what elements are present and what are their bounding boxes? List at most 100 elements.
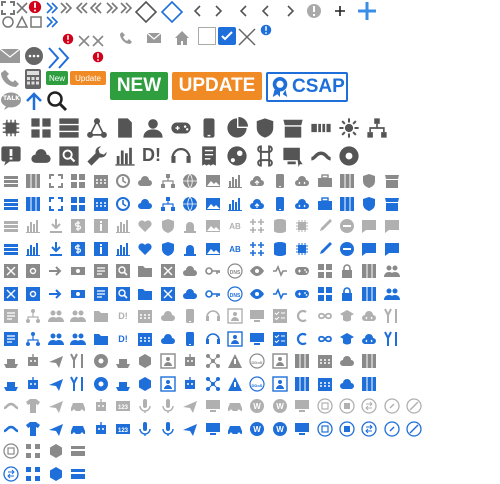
svg-text:123: 123 — [118, 405, 129, 411]
cloud-icon — [160, 331, 176, 347]
svg-text:123: 123 — [118, 428, 129, 434]
chart-icon — [115, 241, 131, 257]
circle-link-icon — [384, 398, 400, 414]
cloud-code-icon — [294, 196, 310, 212]
calendar-icon — [93, 196, 109, 212]
robot-icon — [93, 421, 109, 437]
double-chevron-right-grey-icon[interactable] — [58, 0, 74, 16]
tshirt-icon — [25, 398, 41, 414]
chevron-left-2-icon[interactable] — [236, 3, 252, 19]
close-2-icon[interactable] — [76, 33, 92, 49]
circle-grid-icon — [3, 443, 19, 459]
tree-icon — [25, 331, 41, 347]
dollar-text-icon: D! — [115, 308, 131, 324]
new-small-badge: New — [46, 71, 68, 85]
ddos-icon: DDoS — [249, 375, 265, 392]
robot-icon — [182, 376, 198, 392]
cloud-code-icon — [361, 308, 377, 324]
square-x-icon — [3, 263, 19, 279]
double-chevron-right-large-icon[interactable] — [46, 46, 72, 70]
robot-icon — [182, 353, 198, 369]
double-chevron-left-2-icon[interactable] — [88, 0, 104, 16]
close-large-icon[interactable] — [237, 27, 257, 47]
car-icon — [70, 398, 86, 414]
shield-icon — [361, 173, 377, 189]
cloud-code-icon — [294, 173, 310, 189]
triangle-alert-icon — [227, 376, 243, 392]
double-chevron-left-icon[interactable] — [74, 0, 90, 16]
mic-icon — [137, 398, 153, 414]
wave-icon — [3, 398, 19, 414]
circle-block-icon — [406, 420, 422, 437]
phone-icon — [118, 30, 134, 46]
shield-icon — [361, 196, 377, 212]
hierarchy-icon — [160, 173, 176, 189]
nodes-icon — [205, 376, 221, 392]
mic-icon — [160, 421, 176, 437]
globe-icon — [182, 196, 198, 212]
info-grey-icon — [306, 3, 322, 19]
database-icon — [272, 241, 288, 257]
info-blue-icon — [260, 24, 272, 36]
home-icon[interactable] — [174, 30, 190, 46]
phone-large-icon — [0, 68, 20, 88]
svg-text:DNS: DNS — [230, 293, 241, 299]
monitor-icon — [205, 421, 221, 437]
double-chevron-right-3-icon[interactable] — [104, 0, 120, 16]
checkbox-checked[interactable] — [218, 27, 236, 45]
folder-icon — [137, 286, 153, 302]
cable-icon — [310, 117, 332, 139]
person-frame-icon — [272, 353, 288, 369]
wave-icon — [310, 145, 332, 167]
chevron-right-icon[interactable] — [210, 3, 226, 19]
headset-icon — [205, 308, 221, 324]
plus-icon[interactable] — [332, 3, 348, 19]
search-large-icon[interactable] — [46, 90, 68, 112]
globe-icon — [182, 173, 198, 189]
bubble-icon — [384, 218, 400, 234]
chevron-right-2-icon[interactable] — [282, 3, 298, 19]
arrow-up-icon[interactable] — [24, 92, 44, 112]
double-chevron-right-icon[interactable] — [44, 0, 60, 16]
double-chevron-right-4-icon[interactable] — [118, 0, 134, 16]
ship-icon — [115, 353, 131, 369]
double-chevron-right-5-icon[interactable] — [44, 14, 60, 30]
card-icon — [70, 466, 86, 482]
mail-icon — [146, 30, 162, 46]
alert-red-icon — [28, 0, 42, 14]
badge-gear-icon — [338, 145, 360, 167]
car-icon — [227, 398, 243, 414]
lock-icon — [339, 286, 355, 302]
briefcase-icon — [317, 196, 333, 212]
hierarchy-small-icon — [25, 466, 41, 482]
chart-icon — [25, 218, 41, 234]
image-icon — [205, 241, 221, 257]
arrow-right-icon — [48, 263, 64, 279]
folder-icon — [137, 263, 153, 279]
svg-text:W: W — [254, 402, 262, 411]
w-circle-icon: W — [272, 398, 288, 414]
alert-box-icon — [0, 145, 22, 167]
chevron-left-icon[interactable] — [190, 3, 206, 19]
siren-icon — [182, 241, 198, 257]
car-icon — [227, 421, 243, 437]
checkbox-unchecked[interactable] — [198, 27, 216, 45]
close-3-icon[interactable] — [90, 33, 106, 49]
new-large-badge: NEW — [110, 72, 168, 100]
cloud-icon — [339, 376, 355, 392]
lines-icon — [3, 331, 19, 347]
close-small-icon[interactable] — [14, 0, 30, 16]
folder-icon — [93, 308, 109, 324]
circle-chip-icon — [339, 398, 355, 414]
dollar-text-icon: D! — [115, 331, 131, 347]
plus-blue-icon[interactable] — [356, 0, 378, 22]
gamepad-icon — [170, 117, 192, 139]
pie-icon — [226, 117, 248, 139]
eye-icon — [249, 286, 265, 302]
chevron-left-3-icon[interactable] — [258, 3, 274, 19]
dns-icon: DNS — [227, 285, 243, 302]
chat-dots-icon — [24, 46, 44, 66]
chart-icon — [115, 218, 131, 234]
hierarchy-icon — [366, 117, 388, 139]
cloud-icon — [339, 353, 355, 369]
